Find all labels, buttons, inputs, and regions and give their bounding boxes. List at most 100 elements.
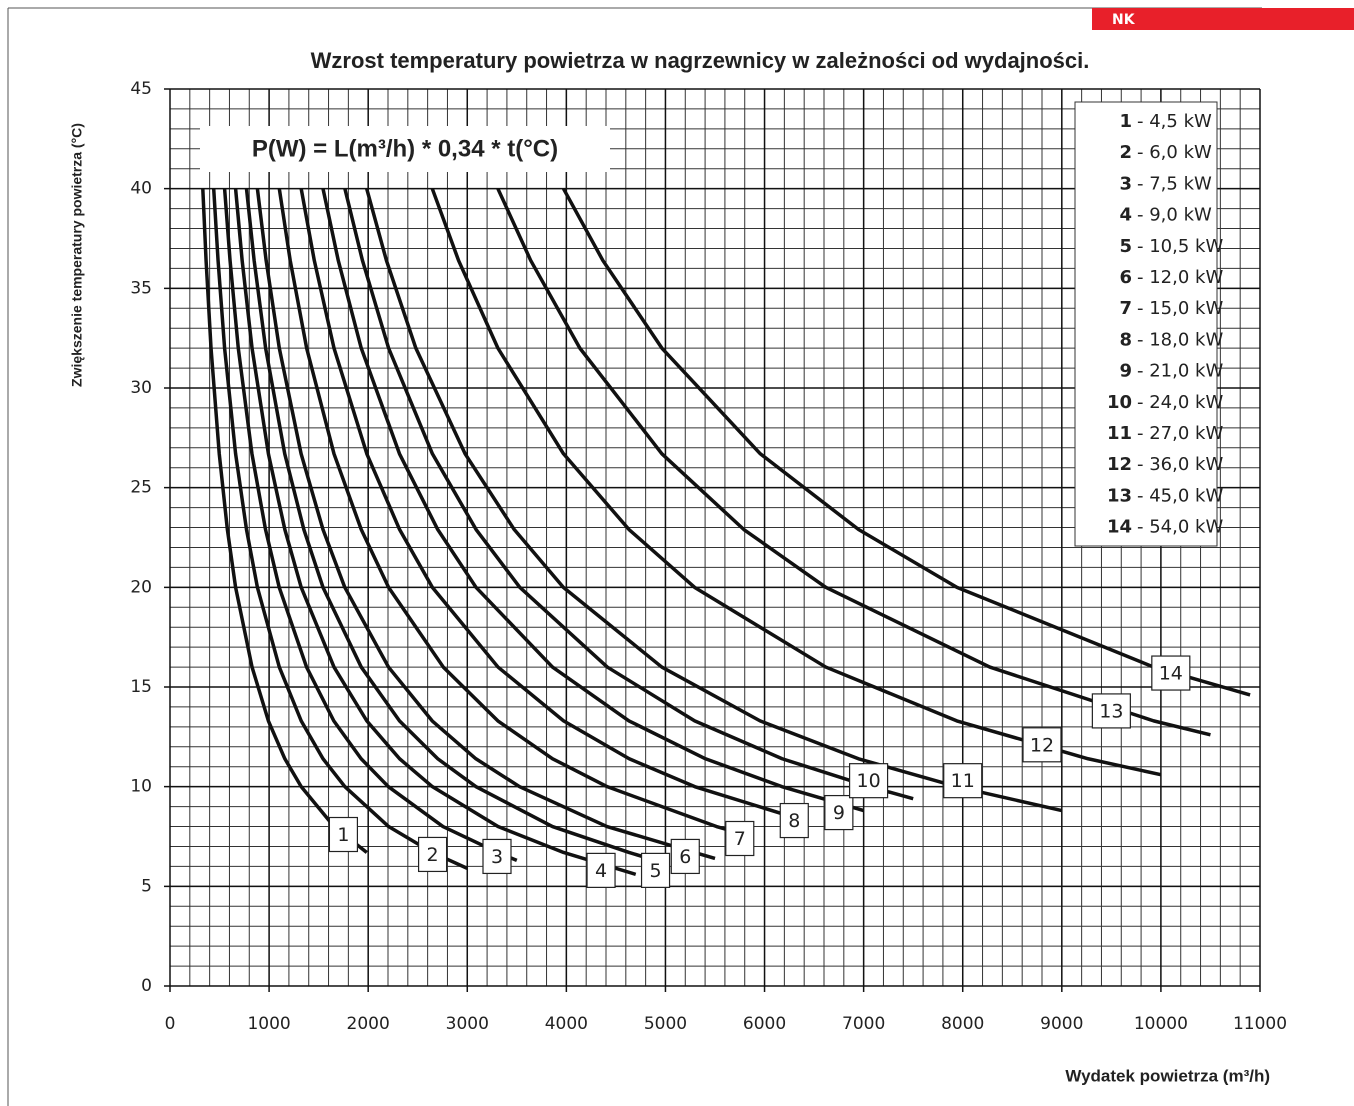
curve-label-box (482, 838, 512, 875)
curve-label: 11 (951, 770, 975, 792)
legend-label: - 12,0 kW (1137, 267, 1223, 288)
x-tick-label: 4000 (545, 1014, 588, 1034)
y-tick-label: 35 (130, 278, 152, 298)
curve-label-box (1022, 727, 1062, 763)
x-tick-label: 7000 (842, 1014, 885, 1034)
curve-label: 10 (856, 770, 880, 792)
curve-label-box (779, 802, 809, 839)
x-tick-label: 8000 (941, 1014, 984, 1034)
legend-label: - 4,5 kW (1137, 111, 1212, 132)
x-tick-label: 2000 (347, 1014, 390, 1034)
curve-label-box (824, 794, 854, 831)
legend-number: 2 (1119, 142, 1132, 163)
legend-number: 13 (1107, 485, 1132, 506)
curve-label: 7 (734, 828, 746, 850)
x-tick-label: 10000 (1134, 1014, 1188, 1034)
curve (321, 188, 865, 813)
y-tick-label: 5 (141, 876, 152, 896)
legend-label: - 27,0 kW (1137, 423, 1223, 444)
legend-label: - 9,0 kW (1137, 205, 1212, 226)
curve-label: 14 (1159, 663, 1183, 685)
curve-label: 12 (1030, 734, 1054, 756)
curve (277, 188, 746, 837)
x-tick-label: 6000 (743, 1014, 786, 1034)
tag: NK (1112, 12, 1136, 28)
y-tick-label: 20 (130, 577, 152, 597)
y-tick-label: 25 (130, 478, 152, 498)
x-tick-label: 1000 (247, 1014, 290, 1034)
curve-label: 3 (491, 846, 503, 868)
x-tick-label: 5000 (644, 1014, 687, 1034)
x-tick-label: 11000 (1233, 1014, 1287, 1034)
curve-label-box (1091, 693, 1131, 729)
curve (211, 188, 468, 870)
curve-label: 4 (595, 860, 607, 882)
legend-number: 5 (1119, 236, 1132, 257)
curve-label-box (417, 836, 448, 873)
legend-number: 6 (1119, 267, 1132, 288)
curve-label-box (1151, 655, 1191, 691)
curve-label: 2 (427, 844, 439, 866)
curve-label: 9 (833, 802, 845, 824)
y-tick-label: 30 (130, 378, 152, 398)
legend-label: - 36,0 kW (1137, 454, 1223, 475)
legend-label: - 6,0 kW (1137, 142, 1212, 163)
curve (343, 188, 914, 801)
curve (255, 188, 716, 861)
legend-number: 12 (1107, 454, 1132, 475)
curve-label: 8 (788, 810, 800, 832)
legend-label: - 10,5 kW (1137, 236, 1223, 257)
x-tick-label: 3000 (446, 1014, 489, 1034)
legend-number: 7 (1119, 298, 1132, 319)
chart-title: Wzrost temperatury powietrza w nagrzewni… (311, 48, 1090, 73)
y-tick-label: 40 (130, 179, 152, 199)
curve (561, 187, 1251, 697)
legend-number: 11 (1107, 423, 1132, 444)
curve (244, 188, 657, 863)
curve-label-box (640, 852, 671, 888)
legend-box (1074, 101, 1218, 547)
x-tick-label: 0 (165, 1014, 176, 1034)
legend-number: 4 (1119, 205, 1132, 226)
formula-box (200, 126, 610, 172)
curve-label-box (725, 820, 755, 857)
x-tick-label: 9000 (1040, 1014, 1083, 1034)
legend-number: 3 (1119, 173, 1132, 194)
legend-number: 10 (1107, 392, 1132, 413)
tag-bg (1092, 8, 1354, 30)
curve-label-box (943, 763, 983, 799)
curve (222, 188, 518, 863)
legend-label: - 7,5 kW (1137, 173, 1212, 194)
formula: P(W) = L(m³/h) * 0,34 * t(°C) (252, 135, 558, 162)
curve-label-box (586, 852, 616, 888)
legend-number: 8 (1119, 329, 1132, 350)
curve-label: 6 (679, 846, 691, 868)
y-tick-label: 0 (141, 976, 152, 996)
legend-label: - 45,0 kW (1137, 485, 1223, 506)
y-tick-label: 15 (130, 677, 152, 697)
curve-label-box (848, 763, 889, 799)
y-tick-label: 45 (130, 79, 152, 99)
legend-number: 1 (1119, 111, 1132, 132)
legend-number: 14 (1107, 517, 1132, 538)
y-axis-label: Zwiększenie temperatury powietrza (°C) (69, 123, 85, 387)
legend-number: 9 (1119, 361, 1132, 382)
legend-label: - 54,0 kW (1137, 517, 1223, 538)
curve-label: 1 (337, 824, 349, 846)
curve (365, 188, 1063, 813)
legend-label: - 21,0 kW (1137, 361, 1223, 382)
curve-label-box (328, 816, 359, 853)
legend-label: - 24,0 kW (1137, 392, 1223, 413)
curve (233, 188, 637, 877)
curve-label-box (670, 838, 700, 875)
curve-label: 5 (649, 860, 661, 882)
legend-label: - 18,0 kW (1137, 329, 1223, 350)
x-axis-label: Wydatek powietrza (m³/h) (1065, 1066, 1270, 1085)
legend-label: - 15,0 kW (1137, 298, 1223, 319)
curve (299, 188, 805, 823)
curve-label: 13 (1099, 700, 1123, 722)
y-tick-label: 10 (130, 777, 152, 797)
curve (201, 188, 368, 854)
